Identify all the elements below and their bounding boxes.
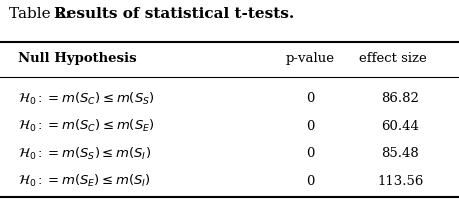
Text: 0: 0 (306, 92, 314, 105)
Text: 60.44: 60.44 (381, 120, 418, 133)
Text: Table 2:: Table 2: (9, 7, 80, 21)
Text: 0: 0 (306, 147, 314, 160)
Text: 86.82: 86.82 (381, 92, 418, 105)
Text: p-value: p-value (285, 52, 334, 65)
Text: Null Hypothesis: Null Hypothesis (18, 52, 137, 65)
Text: $\mathcal{H}_0 := m(S_C) \leq m(S_E)$: $\mathcal{H}_0 := m(S_C) \leq m(S_E)$ (18, 118, 155, 134)
Text: $\mathcal{H}_0 := m(S_C) \leq m(S_S)$: $\mathcal{H}_0 := m(S_C) \leq m(S_S)$ (18, 91, 155, 107)
Text: 85.48: 85.48 (381, 147, 418, 160)
Text: $\mathcal{H}_0 := m(S_S) \leq m(S_I)$: $\mathcal{H}_0 := m(S_S) \leq m(S_I)$ (18, 146, 151, 162)
Text: $\mathcal{H}_0 := m(S_E) \leq m(S_I)$: $\mathcal{H}_0 := m(S_E) \leq m(S_I)$ (18, 173, 151, 189)
Text: 0: 0 (306, 175, 314, 188)
Text: 113.56: 113.56 (376, 175, 422, 188)
Text: 0: 0 (306, 120, 314, 133)
Text: effect size: effect size (358, 52, 426, 65)
Text: Results of statistical t-tests.: Results of statistical t-tests. (54, 7, 293, 21)
